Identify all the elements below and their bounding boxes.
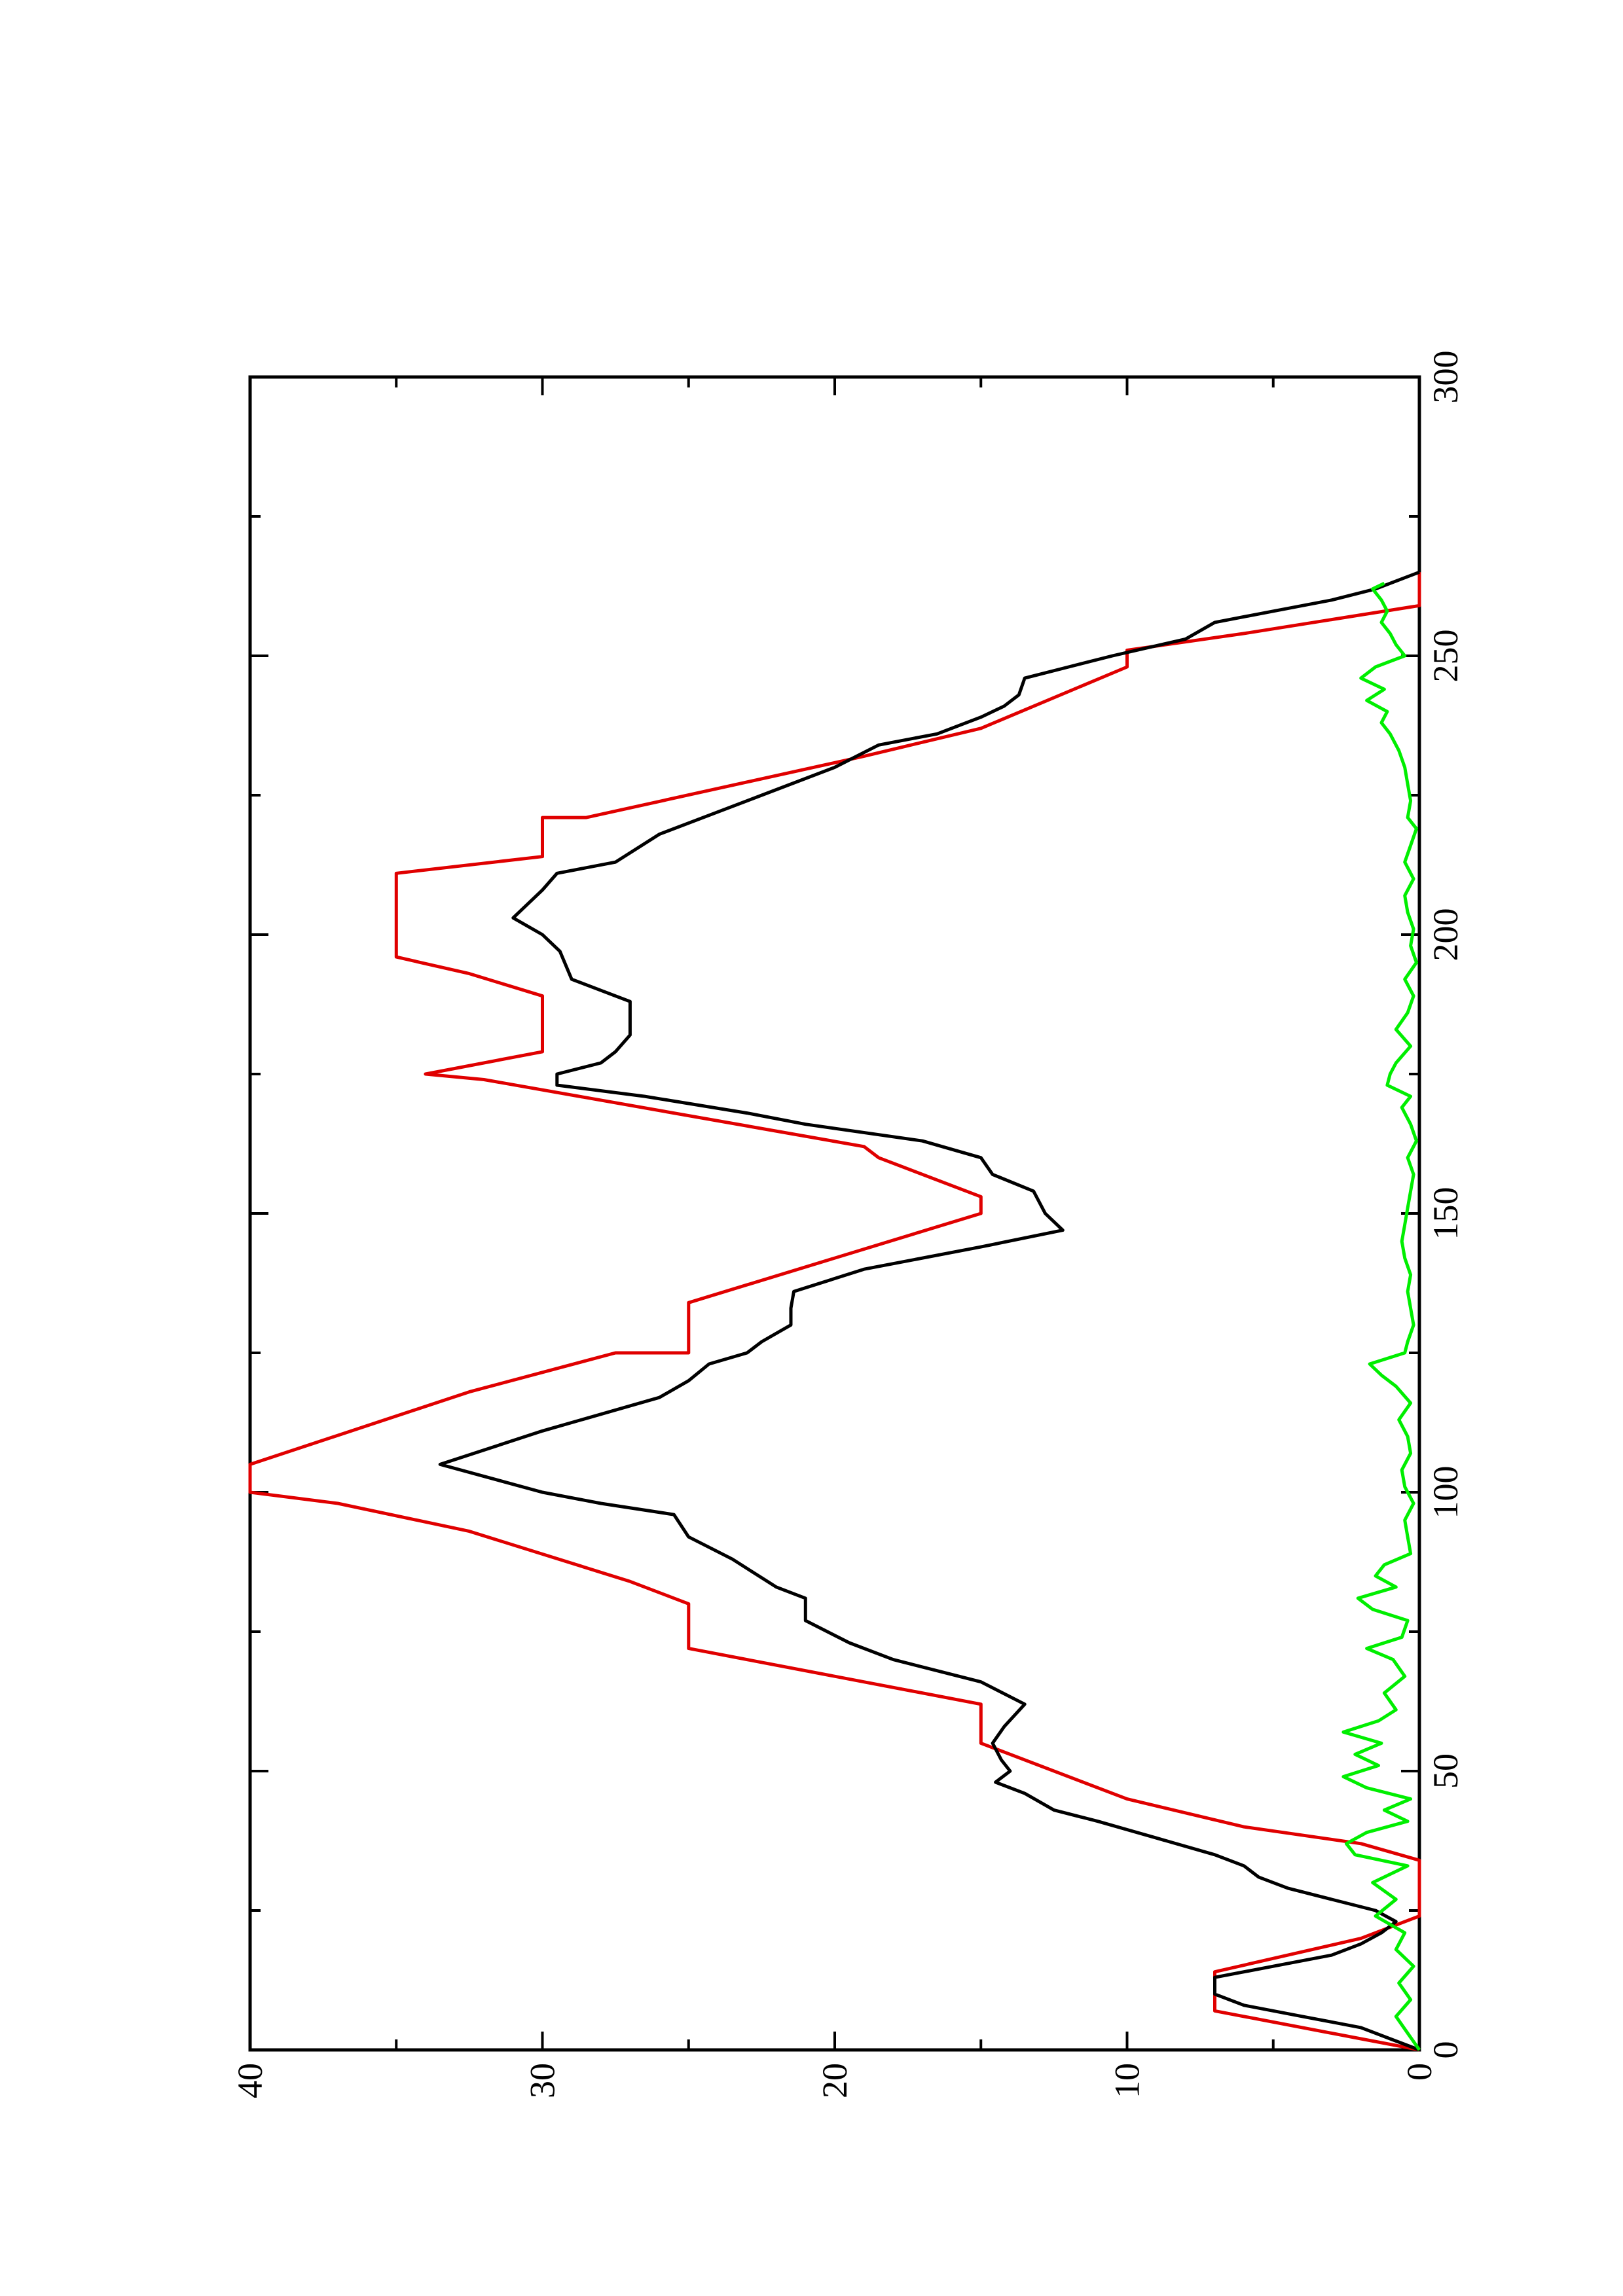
x-tick-label: 50 xyxy=(1426,1753,1465,1789)
x-tick-label: 150 xyxy=(1426,1187,1465,1240)
series-group xyxy=(248,570,1421,2052)
x-tick-label: 100 xyxy=(1426,1466,1465,1519)
plot-frame xyxy=(248,375,1421,2052)
x-tick-label: 300 xyxy=(1426,351,1465,404)
x-tick-label: 0 xyxy=(1426,2041,1465,2059)
y-tick-label: 0 xyxy=(1400,2063,1439,2081)
y-tick-label: 30 xyxy=(523,2063,562,2098)
x-tick-label: 250 xyxy=(1426,630,1465,683)
y-tick-label: 20 xyxy=(815,2063,854,2098)
series-line-1 xyxy=(248,572,1421,2052)
tick-labels: 0 50 100 150 200 250 300 0 10 20 30 40 xyxy=(230,351,1465,2099)
x-tick-label: 200 xyxy=(1426,908,1465,961)
y-tick-label: 10 xyxy=(1108,2063,1147,2098)
series-line-2 xyxy=(438,570,1420,2052)
y-tick-label: 40 xyxy=(230,2063,270,2098)
series-line-3 xyxy=(1341,581,1421,2051)
axis-ticks xyxy=(249,376,1421,2051)
